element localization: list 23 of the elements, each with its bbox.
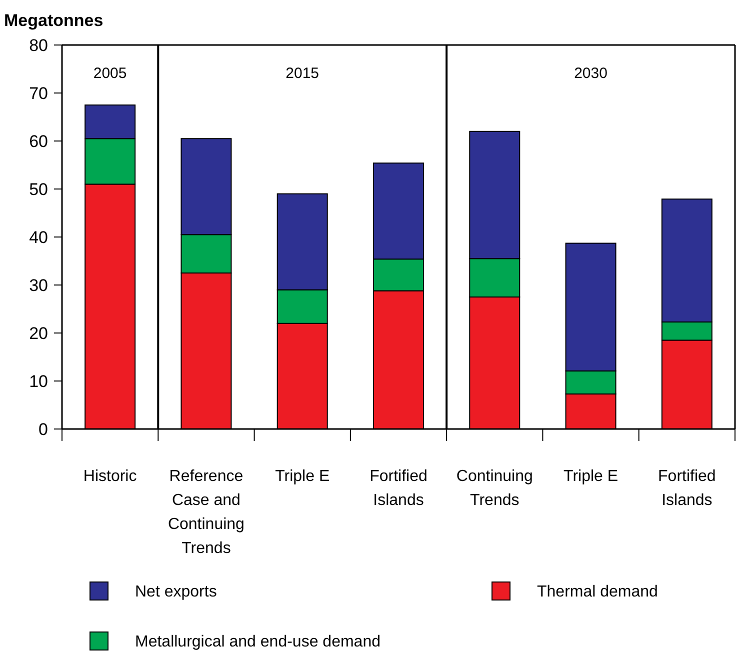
y-tick-label: 80 [29,36,48,55]
y-tick-label: 60 [29,132,48,151]
y-tick-label: 50 [29,180,48,199]
x-tick-label: Fortified Islands [370,468,428,509]
y-tick-label: 0 [38,420,48,439]
legend-label: Net exports [135,584,217,601]
x-tick-label: Reference Case and Continuing Trends [168,468,244,557]
y-tick-label: 10 [29,372,48,391]
annotation: 2005 [93,65,127,82]
annotation: 2030 [574,65,608,82]
y-axis-title: Megatonnes [4,11,104,30]
y-tick-label: 30 [29,276,48,295]
x-tick-label: Triple E [275,468,330,485]
x-tick-label: Triple E [564,468,618,485]
y-tick-label: 70 [29,84,48,103]
legend-label: Metallurgical and end-use demand [135,634,380,651]
annotation: 2015 [286,65,320,82]
x-tick-label: Fortified Islands [658,468,716,509]
x-tick-label: Historic [83,468,137,485]
y-tick-label: 20 [29,324,48,343]
x-tick-label: Continuing Trends [456,468,533,509]
legend-label: Thermal demand [537,584,658,601]
y-tick-label: 40 [29,228,48,247]
